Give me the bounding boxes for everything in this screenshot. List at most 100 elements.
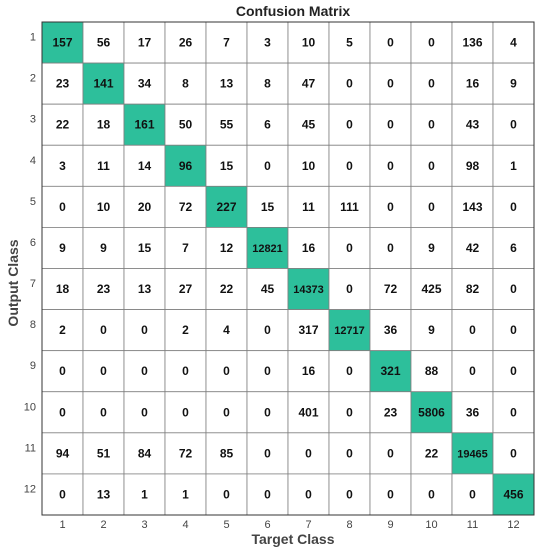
cell-value-label: 0	[59, 364, 66, 378]
matrix-cell	[205, 268, 248, 310]
cell-value-label: 0	[428, 200, 435, 214]
cell-value-label: 7	[223, 36, 230, 50]
matrix-cell	[451, 62, 494, 105]
cell-value-label: 0	[264, 405, 271, 419]
cell-value-label: 0	[469, 323, 476, 337]
matrix-cell	[287, 432, 330, 475]
matrix-cell	[164, 62, 207, 105]
matrix-cell	[123, 185, 166, 228]
matrix-cell	[287, 350, 330, 393]
matrix-cell	[205, 391, 248, 434]
matrix-cell	[410, 144, 453, 187]
cell-value-label: 0	[387, 77, 394, 91]
matrix-cell	[246, 185, 289, 228]
cell-value-label: 82	[466, 282, 480, 296]
cell-value-label: 0	[510, 282, 517, 296]
matrix-cell	[492, 21, 535, 64]
matrix-cell	[164, 103, 207, 146]
chart-title: Confusion Matrix	[236, 3, 351, 19]
cell-value-label: 13	[97, 487, 111, 501]
cell-value-label: 36	[384, 323, 398, 337]
cell-value-label: 10	[97, 200, 111, 214]
matrix-cell	[246, 144, 289, 187]
matrix-cell	[410, 62, 453, 105]
y-tick-label: 9	[30, 360, 36, 372]
cell-value-label: 0	[346, 487, 353, 501]
cell-value-label: 9	[59, 241, 66, 255]
matrix-cell	[287, 309, 330, 352]
cell-value-label: 14373	[293, 284, 324, 296]
cell-value-label: 0	[141, 405, 148, 419]
matrix-cell	[164, 227, 207, 269]
matrix-cell	[41, 103, 84, 146]
matrix-cell	[246, 227, 289, 269]
cell-value-label: 13	[138, 282, 152, 296]
matrix-cell	[41, 21, 84, 64]
matrix-cell	[205, 103, 248, 146]
cell-value-label: 0	[387, 36, 394, 50]
cell-value-label: 0	[141, 323, 148, 337]
matrix-cell	[164, 350, 207, 393]
matrix-cell	[82, 391, 125, 434]
matrix-cell	[451, 473, 494, 516]
cell-value-label: 0	[387, 118, 394, 132]
cell-value-label: 0	[182, 364, 189, 378]
cell-value-label: 0	[346, 446, 353, 460]
cell-value-label: 143	[462, 200, 482, 214]
matrix-cell	[287, 391, 330, 434]
cell-value-label: 12717	[334, 325, 365, 337]
matrix-cell	[451, 144, 494, 187]
cell-value-label: 45	[302, 118, 316, 132]
cell-value-label: 321	[380, 364, 400, 378]
cell-value-label: 0	[346, 364, 353, 378]
cell-value-label: 317	[298, 323, 318, 337]
x-tick-label: 3	[141, 519, 147, 531]
matrix-cells: 157 56 17 26 7 3 10 5 0 0 136 423 141 34 8 13 8 47 0 0 0 16 92…	[41, 21, 535, 516]
matrix-cell	[328, 350, 371, 393]
cell-value-label: 0	[100, 405, 107, 419]
matrix-cell	[82, 185, 125, 228]
y-axis-label: Output Class	[5, 239, 21, 326]
cell-value-label: 0	[100, 323, 107, 337]
matrix-cell	[328, 21, 371, 64]
matrix-cell	[492, 103, 535, 146]
cell-value-label: 0	[469, 487, 476, 501]
matrix-cell	[41, 144, 84, 187]
matrix-cell	[246, 21, 289, 64]
x-tick-label: 5	[223, 519, 229, 531]
cell-value-label: 19465	[457, 448, 488, 460]
matrix-cell	[410, 227, 453, 269]
matrix-cell	[287, 103, 330, 146]
x-tick-label: 7	[305, 519, 311, 531]
cell-value-label: 20	[138, 200, 152, 214]
cell-value-label: 72	[384, 282, 398, 296]
matrix-cell	[123, 432, 166, 475]
cell-value-label: 47	[302, 77, 316, 91]
y-tick-label: 11	[25, 442, 36, 454]
cell-value-label: 0	[264, 487, 271, 501]
matrix-cell	[451, 432, 494, 475]
cell-value-label: 0	[264, 364, 271, 378]
cell-value-label: 0	[305, 487, 312, 501]
matrix-cell	[492, 309, 535, 352]
matrix-cell	[41, 350, 84, 393]
matrix-cell	[205, 185, 248, 228]
cell-value-label: 0	[510, 118, 517, 132]
cell-value-label: 0	[223, 487, 230, 501]
cell-value-label: 18	[56, 282, 70, 296]
cell-value-label: 425	[421, 282, 441, 296]
matrix-cell	[451, 268, 494, 310]
cell-value-label: 42	[466, 241, 480, 255]
cell-value-label: 10	[302, 159, 316, 173]
x-tick-label: 6	[264, 519, 270, 531]
cell-value-label: 23	[56, 77, 70, 91]
matrix-cell	[287, 62, 330, 105]
cell-value-label: 13	[220, 77, 234, 91]
cell-value-label: 0	[428, 36, 435, 50]
matrix-cell	[82, 21, 125, 64]
cell-value-label: 12	[220, 241, 234, 255]
cell-value-label: 16	[302, 364, 316, 378]
y-tick-label: 10	[24, 401, 36, 413]
cell-value-label: 8	[264, 77, 271, 91]
